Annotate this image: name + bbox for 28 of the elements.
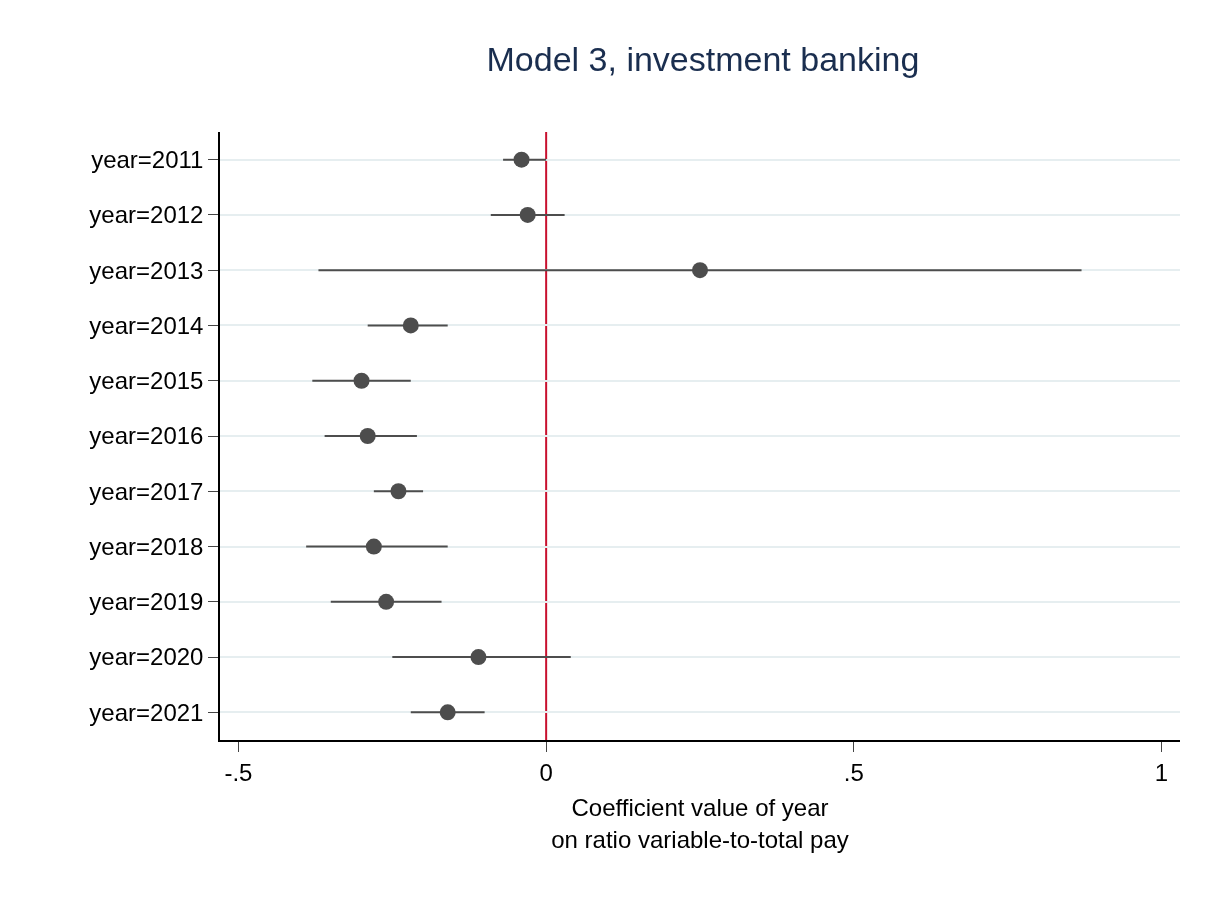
y-tick-label: year=2014	[89, 311, 204, 339]
x-tick-label: 0	[539, 758, 553, 786]
y-tick-label: year=2015	[89, 367, 204, 395]
point	[470, 649, 487, 666]
point	[390, 483, 407, 500]
point	[692, 262, 708, 279]
y-tick-label: year=2012	[89, 201, 204, 229]
y-tick-label: year=2017	[89, 477, 204, 505]
point	[439, 704, 456, 721]
x-axis-title: Coefficient value of year on ratio variable-to-total pay	[551, 794, 849, 853]
y-tick-label: year=2021	[89, 698, 204, 726]
point	[353, 372, 370, 389]
point	[378, 593, 395, 610]
x-tick-label: .5	[843, 758, 864, 786]
point	[402, 317, 419, 334]
point	[365, 538, 382, 555]
point	[359, 428, 376, 444]
point	[513, 151, 530, 168]
y-tick-label: year=2016	[89, 422, 204, 450]
x-tick-label: 1	[1154, 758, 1169, 786]
point	[519, 206, 536, 223]
y-tick-label: year=2018	[89, 532, 204, 560]
y-tick-label: year=2011	[91, 146, 204, 174]
y-tick-label: year=2019	[89, 588, 204, 616]
chart-title: Model 3, investment banking	[486, 40, 920, 79]
y-tick-label: year=2013	[89, 256, 204, 284]
x-tick-label: -.5	[224, 758, 253, 786]
y-tick-label: year=2020	[89, 643, 204, 671]
